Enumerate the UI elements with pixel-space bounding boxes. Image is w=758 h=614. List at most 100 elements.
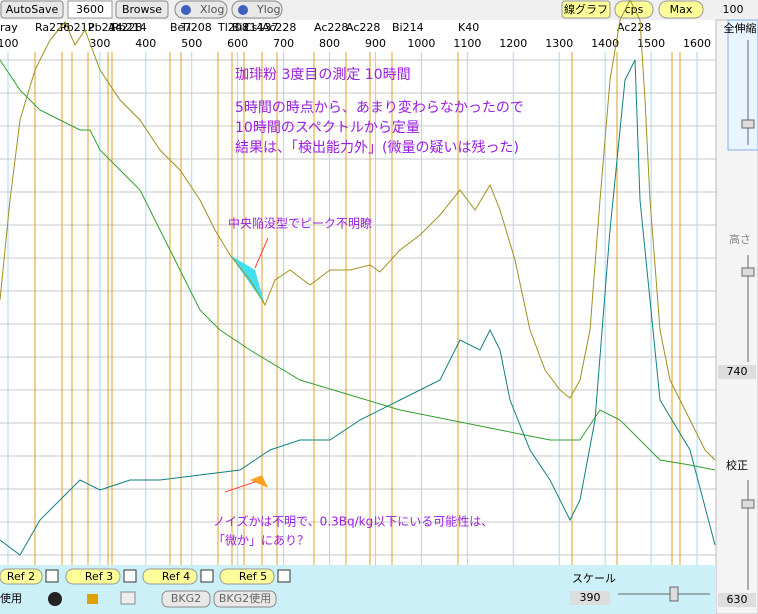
ref3-button[interactable] [65,568,121,585]
peak-label: K40 [458,21,479,34]
bkg2-use-button[interactable] [213,590,277,608]
x-tick-label: 1500 [637,37,665,50]
scale-value: 390 [580,591,601,604]
x-tick-label: 600 [227,37,248,50]
zoom-value: 100 [723,3,744,16]
highlight-region [230,255,265,305]
ref2-button[interactable] [0,568,43,585]
annotation: 中央陥没型でピーク不明瞭 [228,216,372,231]
max-label: Max [670,3,693,16]
peak-label: Cs137 [244,21,278,34]
ref3-label: Ref 3 [85,570,113,583]
autosave-label: AutoSave [6,3,59,16]
browse-label: Browse [122,3,162,16]
cps-label: cps [625,3,644,16]
peak-label-row [0,20,716,36]
scale-value-box [570,591,610,605]
ref4-label: Ref 4 [162,570,190,583]
ref4-checkbox[interactable] [200,569,214,583]
x-tick-label: 500 [181,37,202,50]
ref2-checkbox[interactable] [45,569,59,583]
spectrum-green [0,59,716,471]
time-input[interactable] [67,0,113,19]
peak-label: Tl208 [217,21,249,34]
scale-thumb[interactable] [669,586,679,602]
annotation: 10時間のスペクトルから定量 [235,120,420,136]
peak-markers [34,20,681,565]
use-label: 使用 [0,592,22,605]
ref2-label: Ref 2 [7,570,35,583]
x-tick-label: 1300 [545,37,573,50]
spectrum-olive [0,0,716,461]
annotation: 結果は、「検出能力外」(微量の疑いは残った) [235,140,519,156]
spectrum-teal [0,59,716,556]
ylog-icon [238,5,248,15]
graph-type-label: 線グラフ [564,2,608,16]
plot-background [0,20,716,565]
xlog-icon [181,5,191,15]
peak-label: Ac228 [346,21,380,34]
peak-label: Ac228 [108,21,142,34]
h-grid [0,59,716,556]
slider-thumb[interactable] [741,119,755,129]
ref5-button[interactable] [219,568,275,585]
ref3-checkbox[interactable] [123,569,137,583]
highlight-region [250,475,268,488]
peak-label: Pb214 [112,21,147,34]
peak-label: Pb214 [88,21,123,34]
height-label: 高さ [729,232,751,246]
paw-icon[interactable] [48,592,62,606]
ref5-label: Ref 5 [239,570,267,583]
x-tick-label: 1600 [683,37,711,50]
scale-label: スケール [572,572,616,585]
list-icon[interactable] [120,591,136,605]
max-button[interactable] [658,0,704,19]
slider-thumb[interactable] [741,267,755,277]
x-tick-label: 1100 [453,37,481,50]
peak-label: Ac228 [262,21,296,34]
x-tick-label: 1400 [591,37,619,50]
peak-label: Be7 [170,21,191,34]
x-tick-label: 400 [135,37,156,50]
peak-label: Ra226 [35,21,70,34]
ref5-checkbox[interactable] [277,569,291,583]
calibration-value: 630 [727,593,748,606]
x-tick-label: 300 [89,37,110,50]
time-value: 3600 [76,3,104,16]
zoom-label: 全伸縮 [724,21,757,35]
height-value: 740 [727,365,748,378]
annotation: 「微か」にあり？ [213,534,309,548]
bkg2-button[interactable] [161,590,211,608]
calibration-label: 校正 [726,458,748,472]
x-tick-label: 900 [365,37,386,50]
note-pointer [224,481,256,493]
graph-type-button[interactable] [561,0,611,19]
cps-button[interactable] [614,0,654,19]
x-tick-label: 100 [0,37,19,50]
peak-label: Ac228 [314,21,348,34]
annotation: ノイズかは不明で、0.3Bq/kg以下にいる可能性は、 [213,514,493,529]
x-tick-label: 700 [273,37,294,50]
slider-thumb[interactable] [741,499,755,509]
browse-button[interactable] [115,0,169,19]
lock-icon[interactable] [87,594,98,604]
annotation: 珈琲粉 3度目の測定 10時間 [235,67,411,83]
peak-label: Ac228 [617,21,651,34]
xlog-label: Xlog [200,3,224,16]
x-tick-label: 1000 [407,37,435,50]
bkg2-label: BKG2 [171,592,201,605]
zoom-slider[interactable] [727,19,758,151]
x-tick-label: 800 [319,37,340,50]
peak-label: Bi214 [232,21,264,34]
bkg2-use-label: BKG2使用 [219,592,271,605]
peak-label: Tl208 [180,21,212,34]
ref4-button[interactable] [142,568,198,585]
peak-label: Bi214 [392,21,424,34]
annotation: 5時間の時点から、あまり変わらなかったので [235,99,524,116]
calibration-value-box [718,593,756,607]
x-tick-label: 1200 [499,37,527,50]
autosave-button[interactable] [0,0,64,19]
note-pointer [254,237,269,269]
